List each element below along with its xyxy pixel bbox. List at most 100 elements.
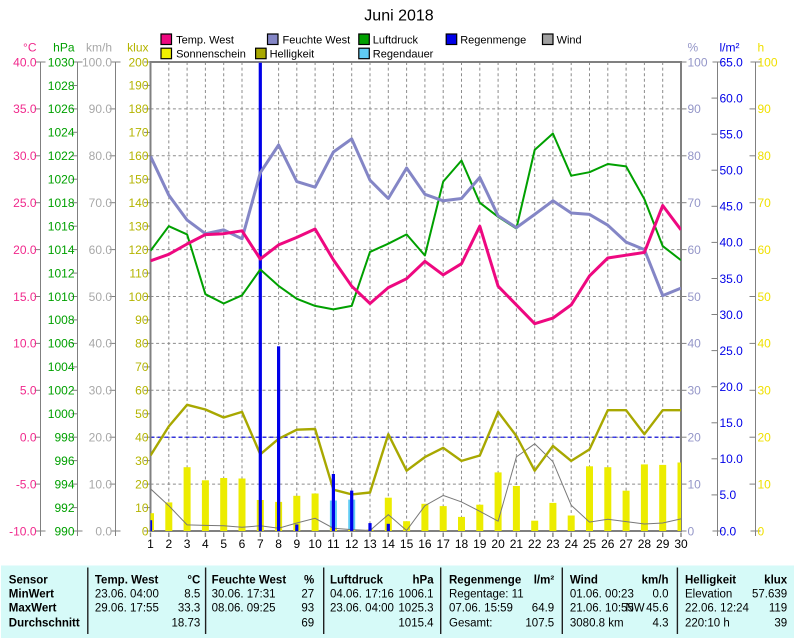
svg-text:l/m²: l/m² [720,41,740,55]
svg-text:hPa: hPa [53,41,75,55]
svg-text:40.0: 40.0 [13,55,37,69]
svg-text:50: 50 [688,290,702,304]
svg-text:100: 100 [128,290,148,304]
svg-text:Durchschnitt: Durchschnitt [9,617,80,629]
svg-text:160: 160 [128,149,148,163]
svg-text:30.0: 30.0 [13,149,37,163]
svg-text:1010: 1010 [48,290,75,304]
svg-text:29: 29 [656,537,670,551]
svg-text:80: 80 [688,149,702,163]
svg-text:Regentage: 11: Regentage: 11 [449,588,524,600]
svg-text:69: 69 [301,617,314,629]
svg-text:1030: 1030 [48,55,75,69]
svg-text:15.0: 15.0 [720,416,744,430]
svg-text:Helligkeit: Helligkeit [685,574,736,586]
svg-text:19: 19 [473,537,487,551]
svg-text:45.0: 45.0 [720,200,744,214]
svg-text:4: 4 [202,537,209,551]
svg-text:119: 119 [769,602,787,614]
svg-text:16: 16 [418,537,432,551]
svg-text:0: 0 [142,524,149,538]
svg-text:30: 30 [674,537,688,551]
svg-text:220:10 h: 220:10 h [685,617,730,629]
svg-text:170: 170 [128,126,148,140]
svg-text:Sonnenschein: Sonnenschein [176,49,246,61]
svg-text:150: 150 [128,173,148,187]
svg-text:0.0: 0.0 [720,524,737,538]
svg-text:80.0: 80.0 [89,149,113,163]
svg-text:70: 70 [135,360,149,374]
svg-text:0.0: 0.0 [653,588,669,600]
svg-text:1026: 1026 [48,102,75,116]
svg-text:0.0: 0.0 [20,431,37,445]
svg-text:9: 9 [293,537,300,551]
svg-text:20: 20 [758,431,772,445]
svg-text:1015.4: 1015.4 [398,617,434,629]
svg-text:180: 180 [128,102,148,116]
svg-text:km/h: km/h [642,574,669,586]
svg-text:93: 93 [301,602,314,614]
svg-text:60.0: 60.0 [720,91,744,105]
svg-text:90: 90 [758,102,772,116]
svg-text:40: 40 [688,337,702,351]
svg-text:h: h [758,41,765,55]
svg-text:23.06. 04:00: 23.06. 04:00 [95,588,159,600]
svg-text:30.0: 30.0 [89,384,113,398]
svg-text:107.5: 107.5 [525,617,554,629]
svg-text:70: 70 [688,196,702,210]
svg-text:130: 130 [128,219,148,233]
svg-text:30.06. 17:31: 30.06. 17:31 [212,588,276,600]
svg-text:25.0: 25.0 [720,344,744,358]
svg-text:50: 50 [135,407,149,421]
svg-text:90: 90 [688,102,702,116]
svg-text:5.0: 5.0 [20,384,37,398]
svg-text:Juni 2018: Juni 2018 [364,8,433,25]
svg-text:km/h: km/h [86,41,112,55]
svg-text:Wind: Wind [557,34,582,46]
svg-text:10.0: 10.0 [13,337,37,351]
svg-text:10: 10 [758,477,772,491]
svg-text:Luftdruck: Luftdruck [330,574,384,586]
svg-text:29.06. 17:55: 29.06. 17:55 [95,602,159,614]
svg-text:60: 60 [758,243,772,257]
svg-text:27: 27 [301,588,314,600]
svg-text:90: 90 [135,313,149,327]
svg-text:l/m²: l/m² [534,574,555,586]
svg-text:4.3: 4.3 [653,617,669,629]
svg-text:30: 30 [688,384,702,398]
svg-text:Regenmenge: Regenmenge [460,34,526,46]
svg-text:18.73: 18.73 [172,617,201,629]
svg-text:45.6: 45.6 [646,602,668,614]
svg-text:11: 11 [327,537,340,551]
svg-text:Regendauer: Regendauer [373,49,434,61]
svg-text:Sensor: Sensor [9,574,49,586]
svg-text:12: 12 [345,537,359,551]
svg-text:15: 15 [400,537,414,551]
svg-text:04.06. 17:16: 04.06. 17:16 [330,588,394,600]
svg-text:0: 0 [758,524,765,538]
svg-text:992: 992 [54,501,74,515]
svg-text:-5.0: -5.0 [16,477,37,491]
svg-text:1014: 1014 [48,243,75,257]
svg-text:64.9: 64.9 [532,602,554,614]
svg-text:1000: 1000 [48,407,75,421]
svg-text:25: 25 [583,537,597,551]
svg-text:21: 21 [510,537,524,551]
svg-text:1006: 1006 [48,337,75,351]
svg-text:1018: 1018 [48,196,75,210]
svg-text:33.3: 33.3 [178,602,200,614]
svg-text:50.0: 50.0 [720,164,744,178]
svg-text:1024: 1024 [48,126,75,140]
svg-text:30.0: 30.0 [720,308,744,322]
svg-text:%: % [688,41,699,55]
svg-text:15.0: 15.0 [13,290,37,304]
svg-text:1028: 1028 [48,79,75,93]
svg-text:998: 998 [54,431,74,445]
svg-text:10.0: 10.0 [720,452,744,466]
svg-text:NW: NW [626,602,645,614]
svg-text:60: 60 [135,384,149,398]
svg-text:MaxWert: MaxWert [9,602,57,614]
svg-text:20: 20 [491,537,505,551]
svg-text:60.0: 60.0 [89,243,113,257]
svg-text:27: 27 [619,537,633,551]
